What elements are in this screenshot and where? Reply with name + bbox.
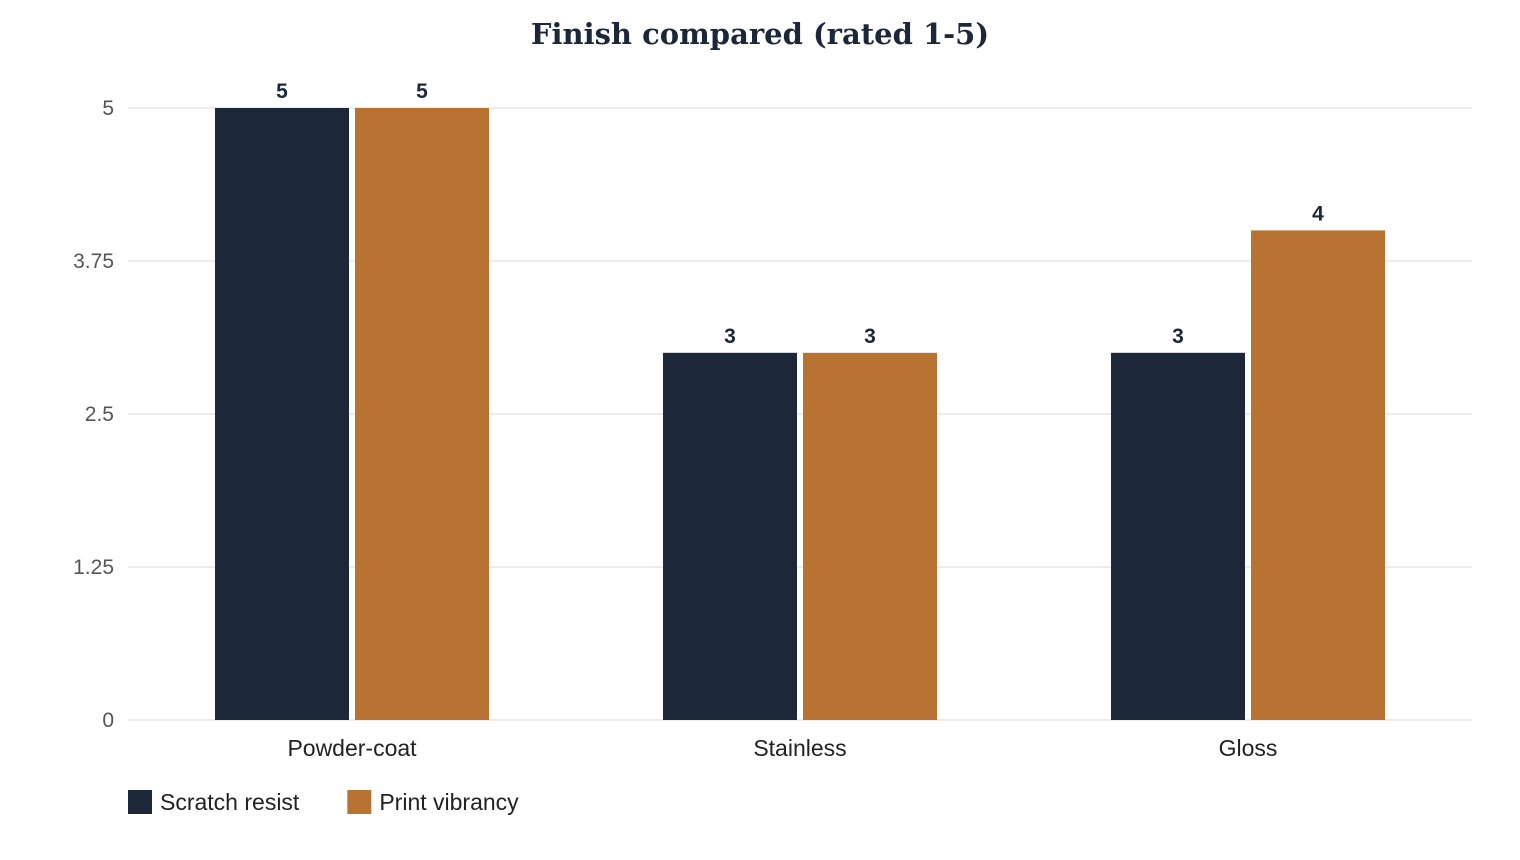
x-axis-categories: Powder-coat Stainless Gloss	[287, 735, 1277, 761]
data-label: 3	[724, 325, 736, 348]
y-axis-ticks: 0 1.25 2.5 3.75 5	[73, 97, 114, 732]
data-label: 5	[416, 80, 428, 103]
bar-powder-coat-scratch-resist	[215, 108, 349, 720]
y-tick-label: 0	[102, 709, 114, 732]
bar-gloss-scratch-resist	[1111, 352, 1245, 720]
legend: Scratch resist Print vibrancy	[128, 789, 519, 815]
gridlines	[128, 107, 1472, 721]
legend-label: Scratch resist	[160, 789, 300, 815]
data-label: 5	[276, 80, 288, 103]
bar-gloss-print-vibrancy	[1251, 230, 1385, 720]
y-tick-label: 3.75	[73, 250, 114, 273]
data-label: 3	[864, 325, 876, 348]
y-tick-label: 5	[102, 97, 114, 120]
data-label: 4	[1312, 202, 1324, 225]
bar-powder-coat-print-vibrancy	[355, 108, 489, 720]
x-category-label: Stainless	[753, 735, 846, 761]
x-category-label: Powder-coat	[287, 735, 417, 761]
legend-swatch	[128, 790, 152, 814]
legend-label: Print vibrancy	[379, 789, 519, 815]
y-tick-label: 2.5	[85, 403, 114, 426]
legend-swatch	[347, 790, 372, 814]
bar-stainless-scratch-resist	[663, 352, 797, 720]
data-labels: 5 5 3 3 3 4	[276, 80, 1324, 348]
bar-stainless-print-vibrancy	[803, 352, 937, 720]
y-tick-label: 1.25	[73, 556, 114, 579]
bars	[215, 108, 1385, 720]
chart-title: Finish compared (rated 1-5)	[531, 17, 989, 51]
x-category-label: Gloss	[1219, 735, 1278, 761]
data-label: 3	[1172, 325, 1184, 348]
